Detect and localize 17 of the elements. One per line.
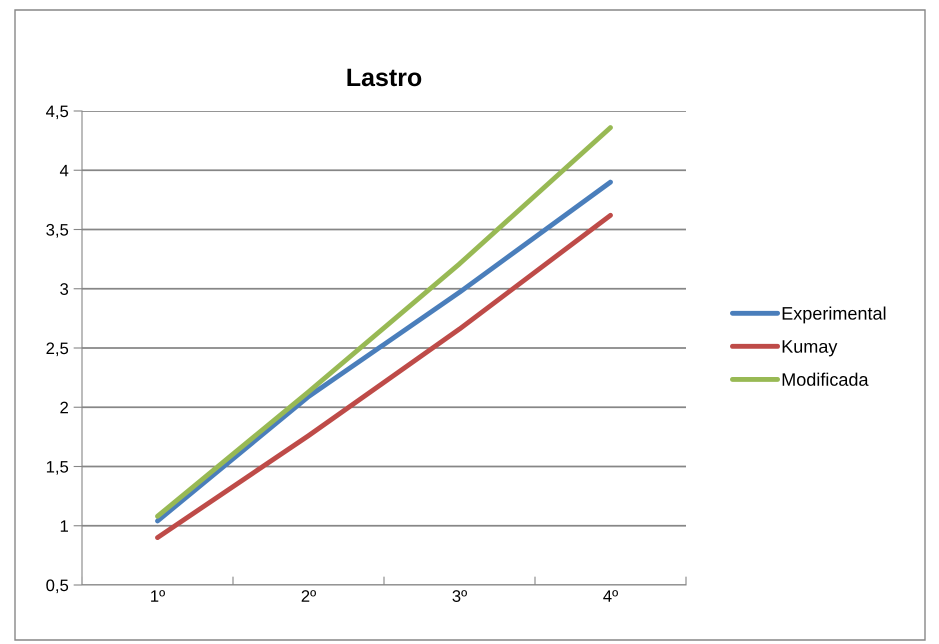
y-tick-label: 1,5 (46, 461, 68, 475)
y-tick-label: 0,5 (46, 579, 68, 594)
y-tick-label: 3,5 (46, 224, 68, 238)
legend-label: Modificada (782, 372, 869, 386)
x-tick-label: 2º (302, 590, 316, 602)
y-tick-label: 4 (60, 164, 68, 176)
chart-title: Lastro (347, 68, 422, 86)
legend-label: Experimental (782, 306, 886, 324)
legend-label: Kumay (782, 340, 838, 356)
y-tick-label: 3 (60, 283, 68, 295)
x-tick-label: 4º (603, 590, 618, 602)
y-tick-label: 2 (60, 402, 68, 414)
x-tick-label: 3º (452, 590, 467, 602)
y-tick-label: 2,5 (46, 342, 68, 356)
y-tick-label: 4,5 (46, 106, 68, 120)
y-tick-label: 1 (60, 520, 68, 532)
x-tick-label: 1º (151, 590, 165, 602)
